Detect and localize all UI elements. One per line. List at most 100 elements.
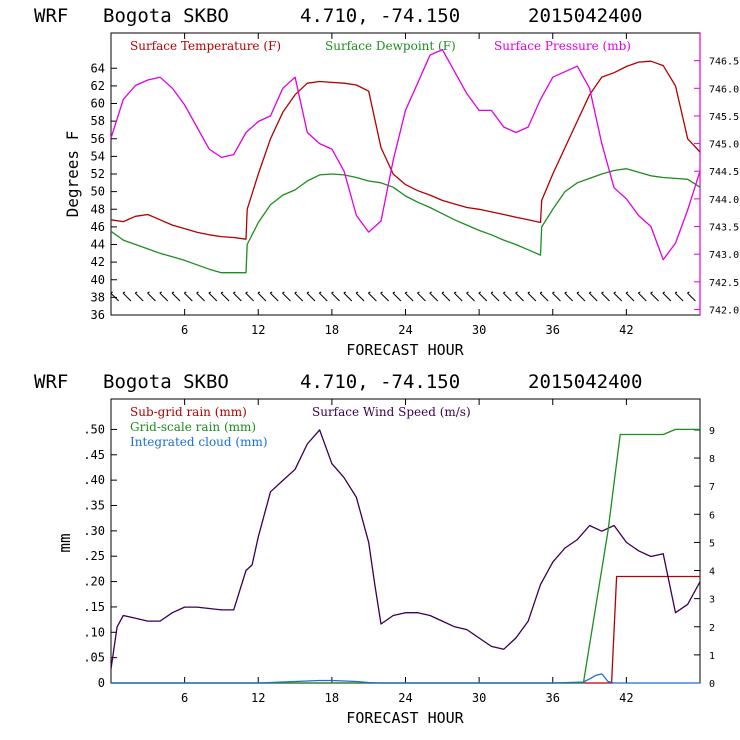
legend-surface-dewpoint: Surface Dewpoint (F) bbox=[325, 39, 456, 53]
series-line-surface-temperature-f bbox=[110, 60, 701, 240]
x-tick-label: 18 bbox=[325, 323, 339, 337]
y2-tick-label: 742.0 bbox=[709, 305, 739, 316]
x-tick-label: 6 bbox=[181, 323, 188, 337]
wind-barb bbox=[355, 291, 365, 302]
wind-barb bbox=[539, 291, 549, 302]
y2-tick-label: 3 bbox=[709, 595, 715, 606]
top-y-axis-label: Degrees F bbox=[63, 131, 82, 218]
wind-barb bbox=[552, 291, 561, 302]
wind-barb bbox=[294, 291, 304, 302]
wind-barb bbox=[674, 291, 684, 302]
y-tick-label: 64 bbox=[91, 61, 105, 75]
wind-barb bbox=[245, 291, 255, 302]
wind-barb bbox=[429, 291, 439, 302]
y-tick-label: .05 bbox=[83, 651, 105, 665]
top-legend: Surface Temperature (F) Surface Dewpoint… bbox=[130, 39, 631, 53]
y-tick-label: 56 bbox=[91, 132, 105, 146]
bottom-header: WRF Bogota SKBO 4.710, -74.150 201504240… bbox=[34, 371, 642, 393]
bottom-header-run: 2015042400 bbox=[528, 371, 642, 393]
bottom-y-axis-label: mm bbox=[55, 533, 74, 552]
series-line-surface-wind-speed-m-s bbox=[110, 429, 701, 669]
legend-integrated-cloud: Integrated cloud (mm) bbox=[130, 435, 268, 449]
top-header-run: 2015042400 bbox=[528, 5, 642, 27]
top-plot-frame bbox=[110, 32, 701, 316]
wind-barb bbox=[318, 291, 328, 302]
wind-barb bbox=[527, 291, 537, 302]
y-tick-label: 40 bbox=[91, 273, 105, 287]
legend-subgrid-rain: Sub-grid rain (mm) bbox=[130, 405, 247, 419]
wind-barb bbox=[588, 291, 598, 302]
wind-barb bbox=[134, 291, 144, 302]
y2-tick-label: 2 bbox=[709, 623, 715, 634]
wind-barb bbox=[576, 291, 586, 302]
legend-surface-wind-speed: Surface Wind Speed (m/s) bbox=[312, 405, 471, 419]
y-tick-label: 50 bbox=[91, 185, 105, 199]
wind-barb bbox=[220, 291, 230, 302]
wind-barb bbox=[601, 291, 610, 302]
x-tick-label: 12 bbox=[251, 323, 265, 337]
y2-tick-label: 743.5 bbox=[709, 223, 739, 234]
legend-surface-pressure: Surface Pressure (mb) bbox=[494, 39, 631, 53]
wind-barb bbox=[478, 291, 488, 302]
y-tick-label: 44 bbox=[91, 238, 105, 252]
wind-barb bbox=[417, 291, 426, 302]
y2-tick-label: 9 bbox=[709, 426, 715, 437]
wind-barb bbox=[306, 291, 316, 302]
y-tick-label: 54 bbox=[91, 149, 105, 163]
y-tick-label: .15 bbox=[83, 600, 105, 614]
y2-tick-label: 744.5 bbox=[709, 167, 739, 178]
wind-barb bbox=[122, 291, 132, 302]
y-tick-label: .10 bbox=[83, 625, 105, 639]
y-tick-label: .45 bbox=[83, 448, 105, 462]
wind-barb bbox=[466, 291, 475, 302]
series-line-integrated-cloud-mm bbox=[111, 673, 700, 684]
top-axes-ticks: 6 12 18 24 30 36 42 36 38 40 42 44 46 48 50 52 54 56 58 60 6… bbox=[91, 33, 739, 337]
y-tick-label: 36 bbox=[91, 308, 105, 322]
y-tick-label: .40 bbox=[83, 473, 105, 487]
wind-barb bbox=[625, 291, 635, 302]
wind-barb bbox=[368, 291, 377, 302]
wind-barb bbox=[687, 291, 696, 302]
top-series bbox=[110, 48, 701, 274]
legend-grid-scale-rain: Grid-scale rain (mm) bbox=[130, 420, 256, 434]
bottom-x-axis-label: FORECAST HOUR bbox=[346, 709, 464, 727]
y2-tick-label: 6 bbox=[709, 510, 715, 521]
top-header: WRF Bogota SKBO 4.710, -74.150 201504240… bbox=[34, 5, 642, 27]
y2-tick-label: 743.0 bbox=[709, 250, 739, 261]
y2-tick-label: 7 bbox=[709, 482, 715, 493]
y-tick-label: 38 bbox=[91, 290, 105, 304]
y-tick-label: .25 bbox=[83, 549, 105, 563]
y-tick-label: 0 bbox=[98, 676, 105, 690]
top-header-coords: 4.710, -74.150 bbox=[300, 5, 460, 27]
y2-tick-label: 0 bbox=[709, 679, 715, 690]
y-tick-label: 62 bbox=[91, 79, 105, 93]
y-tick-label: 60 bbox=[91, 97, 105, 111]
y2-tick-label: 742.5 bbox=[709, 278, 739, 289]
x-tick-label: 30 bbox=[472, 323, 486, 337]
wind-barb bbox=[159, 291, 169, 302]
y-tick-label: .20 bbox=[83, 575, 105, 589]
y2-tick-label: 8 bbox=[709, 454, 715, 465]
bottom-axes-ticks: 6 12 18 24 30 36 420.05.10.15.20.25.30.35.40.4… bbox=[83, 399, 715, 705]
wind-barb bbox=[637, 291, 647, 302]
y-tick-label: 46 bbox=[91, 220, 105, 234]
bottom-series bbox=[110, 428, 701, 684]
wind-barb bbox=[404, 291, 414, 302]
y2-tick-label: 745.5 bbox=[709, 112, 739, 123]
wind-barb bbox=[502, 291, 512, 302]
wind-barb bbox=[662, 291, 672, 302]
top-header-model: WRF bbox=[34, 5, 68, 27]
wind-barb bbox=[257, 291, 267, 302]
wind-barb bbox=[171, 291, 181, 302]
y-tick-label: 42 bbox=[91, 255, 105, 269]
wind-barb bbox=[196, 291, 205, 302]
y2-tick-label: 4 bbox=[709, 567, 715, 578]
wind-barb bbox=[392, 291, 402, 302]
x-tick-label: 6 bbox=[181, 691, 188, 705]
y-tick-label: .50 bbox=[83, 422, 105, 436]
bottom-header-model: WRF bbox=[34, 371, 68, 393]
bottom-header-coords: 4.710, -74.150 bbox=[300, 371, 460, 393]
top-x-axis-label: FORECAST HOUR bbox=[346, 341, 464, 359]
x-tick-label: 36 bbox=[546, 323, 560, 337]
